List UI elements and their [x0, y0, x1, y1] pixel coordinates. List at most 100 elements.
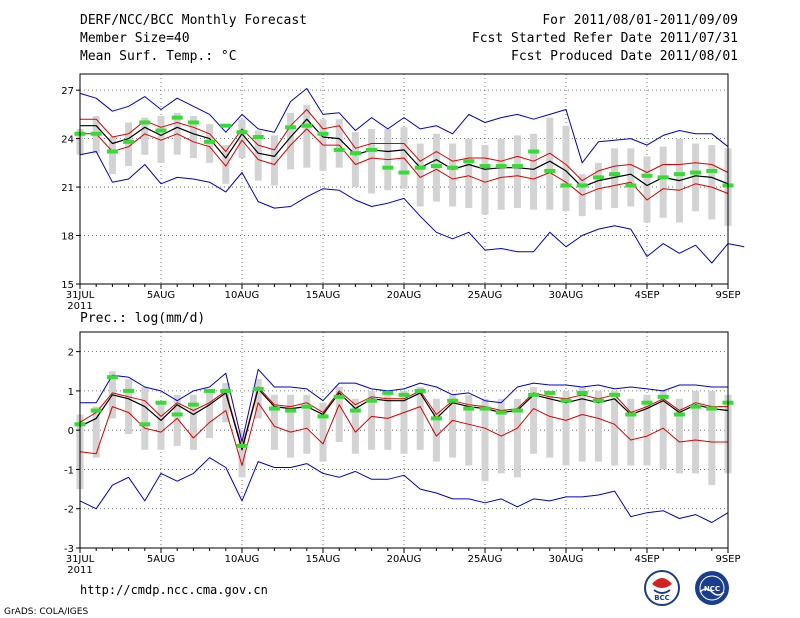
- prec-observed-marker: [90, 408, 102, 413]
- prec-upper-inner-line: [79, 386, 728, 449]
- prec-spread-box: [254, 379, 262, 419]
- temp-observed-marker: [317, 131, 329, 136]
- temp-observed-marker: [139, 120, 151, 125]
- temp-observed-marker: [123, 139, 135, 144]
- temp-spread-box: [611, 148, 619, 209]
- temp-spread-box: [222, 145, 230, 184]
- temp-spread-box: [481, 145, 489, 215]
- prec-spread-box: [465, 394, 473, 466]
- temp-spread-box: [708, 145, 716, 220]
- prec-observed-marker: [268, 406, 280, 411]
- temp-observed-marker: [398, 170, 410, 175]
- temp-ytick-label: 21: [61, 183, 74, 194]
- prec-observed-marker: [204, 388, 216, 393]
- temp-observed-marker: [576, 183, 588, 188]
- temp-spread-box: [368, 128, 376, 194]
- prec-observed-marker: [349, 408, 361, 413]
- forecast-period-label: For 2011/08/01-2011/09/09: [542, 13, 738, 28]
- prec-spread-box: [643, 394, 651, 466]
- temp-xtick-label: 31JUL: [66, 290, 95, 301]
- prec-spread-box: [335, 386, 343, 442]
- temp-spread-box: [416, 143, 424, 207]
- prec-spread-box: [189, 394, 197, 450]
- prec-upper-outer-line: [80, 368, 728, 443]
- member-size-label: Member Size=40: [80, 31, 190, 46]
- temp-xtick-label: 5AUG: [147, 290, 175, 301]
- source-url: http://cmdp.ncc.cma.gov.cn: [80, 583, 268, 597]
- prec-lower-inner-line: [79, 402, 728, 466]
- prec-spread-box: [368, 390, 376, 450]
- temp-spread-box: [627, 148, 635, 207]
- prec-spread-box: [578, 386, 586, 462]
- prec-observed-marker: [317, 414, 329, 419]
- temp-observed-marker: [609, 172, 621, 177]
- prec-spread-box: [351, 398, 359, 454]
- temp-observed-marker: [285, 125, 297, 130]
- prec-lower-outer-line: [79, 457, 729, 523]
- grads-credit: GrADS: COLA/IGES: [4, 607, 88, 617]
- prec-spread-box: [400, 390, 408, 454]
- temp-ytick-label: 24: [61, 135, 74, 146]
- prec-spread-box: [319, 402, 327, 462]
- prec-observed-marker: [382, 390, 394, 395]
- temp-xtick-label: 25AUG: [468, 290, 503, 301]
- temp-observed-marker: [657, 175, 669, 180]
- prec-spread-box: [481, 398, 489, 482]
- temp-spread-box: [659, 146, 667, 218]
- prec-ensemble-mean-line: [79, 388, 729, 451]
- temp-spread-box: [465, 138, 473, 209]
- prec-observed-marker: [220, 388, 232, 393]
- temp-xtick-label: 30AUG: [549, 290, 584, 301]
- temp-observed-marker: [155, 128, 167, 133]
- temp-observed-marker: [641, 173, 653, 178]
- temp-spread-box: [594, 162, 602, 210]
- prec-observed-marker: [301, 404, 313, 409]
- prec-observed-marker: [511, 408, 523, 413]
- prec-spread-box: [530, 386, 538, 454]
- temp-upper-outer-line: [79, 88, 729, 164]
- prec-spread-box: [206, 390, 214, 439]
- temp-observed-marker: [106, 149, 118, 154]
- temp-xtick-label: 20AUG: [387, 290, 422, 301]
- prec-observed-marker: [609, 392, 621, 397]
- ncc-logo-text: NCC: [704, 585, 720, 593]
- prec-spread-box: [513, 398, 521, 478]
- temp-observed-marker: [625, 183, 637, 188]
- temp-observed-marker: [382, 165, 394, 170]
- temp-observed-marker: [366, 147, 378, 152]
- temp-spread-box: [513, 135, 521, 209]
- temp-observed-marker: [447, 165, 459, 170]
- temp-observed-marker: [463, 159, 475, 164]
- temp-lower-inner-line: [80, 128, 729, 201]
- bcc-logo: BCC: [644, 570, 680, 606]
- temp-spread-box: [449, 143, 457, 207]
- temp-observed-marker: [495, 164, 507, 169]
- prec-observed-marker: [463, 406, 475, 411]
- prec-ytick-label: 2: [68, 348, 74, 359]
- temp-observed-marker: [479, 164, 491, 169]
- forecast-started-label: Fcst Started Refer Date 2011/07/31: [472, 31, 738, 46]
- prec-observed-marker: [366, 398, 378, 403]
- temp-observed-marker: [236, 130, 248, 135]
- prec-spread-box: [303, 394, 311, 454]
- prec-observed-marker: [447, 398, 459, 403]
- prec-observed-marker: [576, 390, 588, 395]
- prec-spread-box: [270, 394, 278, 450]
- temp-spread-box: [335, 119, 343, 168]
- prec-observed-marker: [592, 398, 604, 403]
- prec-spread-box: [222, 383, 230, 423]
- prec-ytick-label: 0: [68, 426, 74, 437]
- prec-observed-marker: [625, 412, 637, 417]
- temp-spread-box: [238, 119, 246, 158]
- temp-spread-box: [351, 132, 359, 188]
- prec-observed-marker: [673, 412, 685, 417]
- prec-spread-box: [384, 390, 392, 450]
- prec-spread-box: [173, 394, 181, 446]
- temp-observed-marker: [187, 120, 199, 125]
- prec-spread-box: [627, 398, 635, 466]
- prec-observed-marker: [706, 406, 718, 411]
- ncc-logo: NCC: [695, 571, 729, 605]
- prec-spread-box: [546, 390, 554, 458]
- temp-observed-marker: [690, 170, 702, 175]
